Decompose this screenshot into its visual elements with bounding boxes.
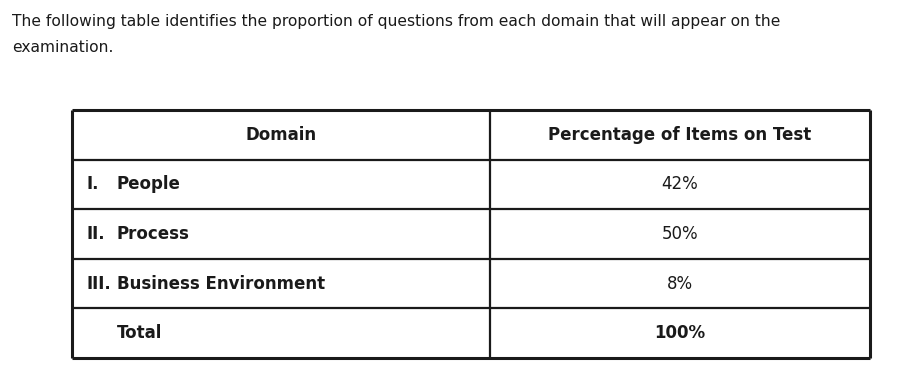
- Text: 100%: 100%: [655, 324, 706, 342]
- Text: 50%: 50%: [662, 225, 698, 243]
- Text: Process: Process: [117, 225, 190, 243]
- Text: The following table identifies the proportion of questions from each domain that: The following table identifies the propo…: [12, 14, 780, 29]
- Text: Business Environment: Business Environment: [117, 274, 325, 293]
- Text: 8%: 8%: [667, 274, 693, 293]
- Text: 42%: 42%: [661, 175, 698, 193]
- Text: III.: III.: [86, 274, 111, 293]
- Text: Domain: Domain: [246, 126, 317, 144]
- Text: examination.: examination.: [12, 40, 113, 55]
- Text: Percentage of Items on Test: Percentage of Items on Test: [549, 126, 812, 144]
- Text: II.: II.: [86, 225, 104, 243]
- Text: People: People: [117, 175, 180, 193]
- Text: Total: Total: [117, 324, 162, 342]
- Text: I.: I.: [86, 175, 99, 193]
